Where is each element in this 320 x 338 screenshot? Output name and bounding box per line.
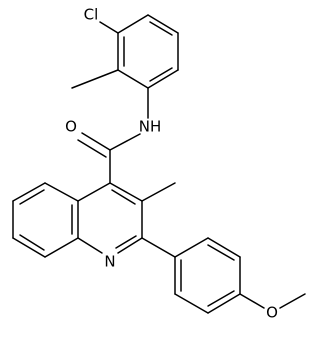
atom-label: O bbox=[65, 118, 77, 136]
atom-labels: Cl NH O N O bbox=[65, 6, 278, 322]
atom-label: NH bbox=[139, 118, 162, 136]
atom-label: N bbox=[104, 253, 115, 271]
atom-label: Cl bbox=[84, 6, 99, 24]
bonds bbox=[12, 14, 306, 314]
atom-label: O bbox=[266, 304, 278, 322]
